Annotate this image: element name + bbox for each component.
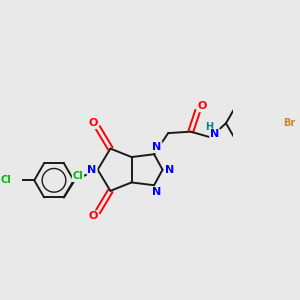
Text: O: O (89, 211, 98, 221)
Text: N: N (152, 187, 161, 197)
Text: N: N (87, 165, 97, 175)
Text: Cl: Cl (73, 171, 83, 181)
Text: O: O (197, 101, 207, 111)
Text: O: O (89, 118, 98, 128)
Text: H: H (205, 122, 213, 132)
Text: N: N (165, 165, 174, 175)
Text: Cl: Cl (1, 175, 11, 185)
Text: N: N (152, 142, 161, 152)
Text: Br: Br (283, 118, 296, 128)
Text: N: N (210, 130, 219, 140)
